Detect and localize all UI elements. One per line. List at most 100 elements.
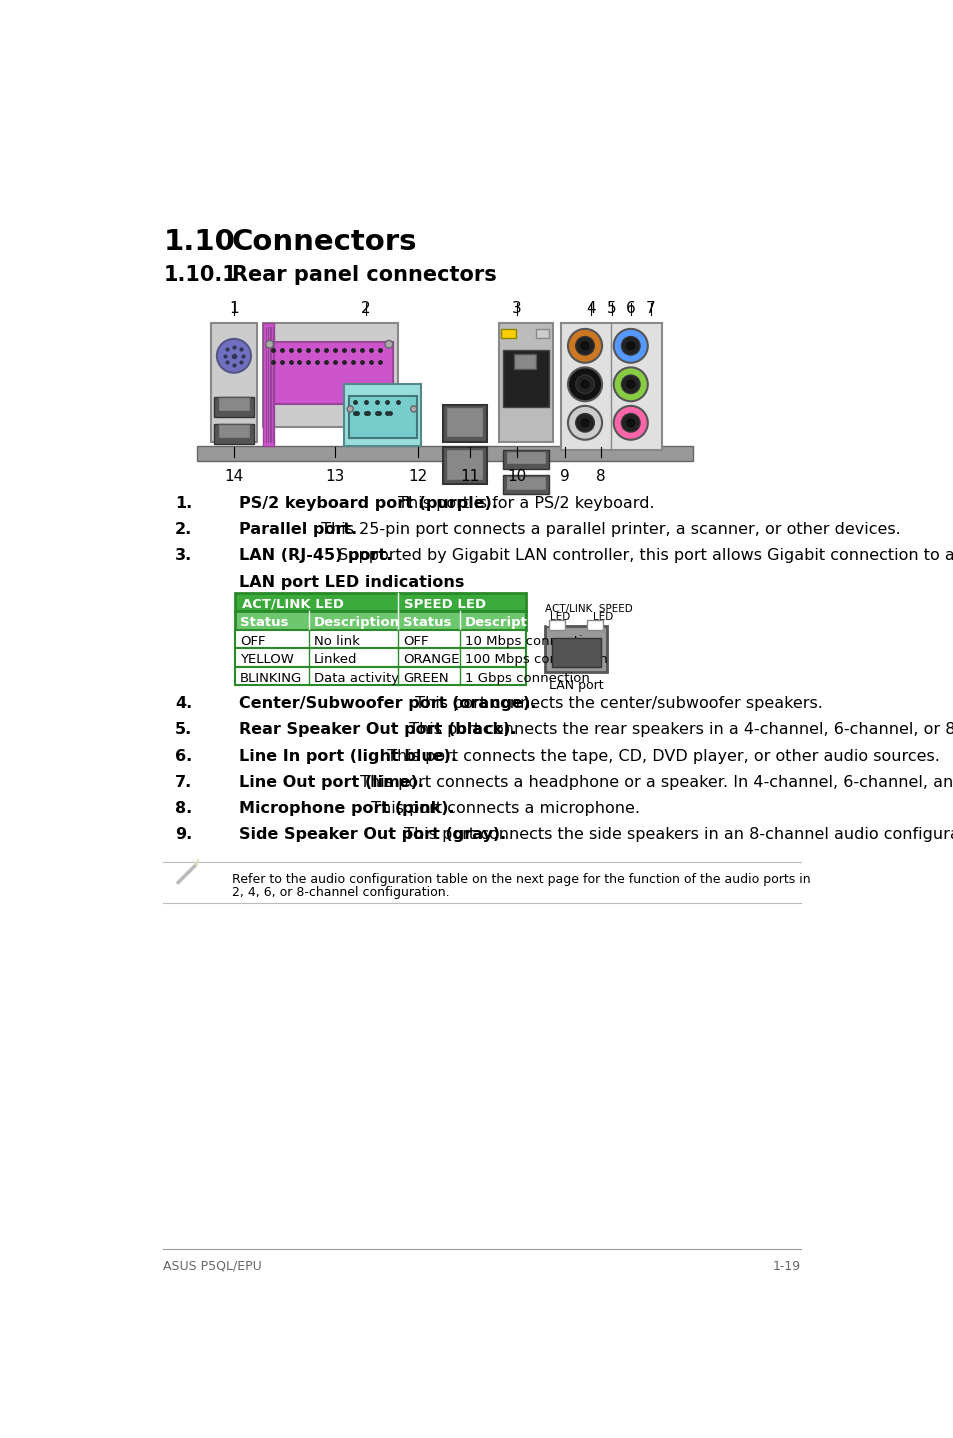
Text: 5: 5 [607,301,617,316]
Bar [348,395,416,439]
Text: ACT/LINK  SPEED: ACT/LINK SPEED [545,604,633,614]
Bar [505,450,546,464]
Bar [443,406,486,441]
Circle shape [613,367,647,401]
Circle shape [580,418,588,427]
Text: 10 Mbps connection: 10 Mbps connection [464,634,598,647]
Bar [211,322,257,441]
Text: Data activity: Data activity [314,672,398,684]
Bar [587,620,602,630]
Text: Rear Speaker Out port (black).: Rear Speaker Out port (black). [239,722,517,738]
Text: 2, 4, 6, or 8-channel configuration.: 2, 4, 6, or 8-channel configuration. [232,886,449,899]
Circle shape [626,342,634,349]
Text: 6: 6 [625,301,635,316]
Text: Description: Description [314,615,399,628]
Circle shape [613,406,647,440]
Text: OFF: OFF [240,634,265,647]
Bar [235,667,525,686]
Text: Rear panel connectors: Rear panel connectors [232,265,496,285]
Text: 1.: 1. [174,496,193,510]
Circle shape [385,341,393,348]
Text: Status: Status [240,615,289,628]
Bar [344,384,421,446]
Text: 4.: 4. [174,696,193,712]
Text: This port connects the rear speakers in a 4-channel, 6-channel, or 8-channel aud: This port connects the rear speakers in … [404,722,953,738]
Text: Center/Subwoofer port (orange).: Center/Subwoofer port (orange). [239,696,537,712]
Bar [500,329,516,338]
Text: 7: 7 [645,301,655,316]
Bar [235,630,525,649]
Bar [235,611,525,630]
Circle shape [580,381,588,388]
Bar [235,649,525,667]
Circle shape [410,406,416,413]
Circle shape [620,336,639,355]
Circle shape [347,406,353,413]
Bar [443,447,486,485]
Polygon shape [176,864,196,884]
Text: This 25-pin port connects a parallel printer, a scanner, or other devices.: This 25-pin port connects a parallel pri… [316,522,901,538]
Text: Line Out port (lime).: Line Out port (lime). [239,775,424,789]
Bar [502,475,549,495]
Text: 8.: 8. [174,801,193,815]
Text: No link: No link [314,634,359,647]
Circle shape [216,339,251,372]
Text: This port connects the tape, CD, DVD player, or other audio sources.: This port connects the tape, CD, DVD pla… [382,749,940,764]
Bar [217,424,250,439]
Text: GREEN: GREEN [402,672,448,684]
Bar [262,322,274,446]
Bar [514,354,536,370]
Text: Line In port (light blue).: Line In port (light blue). [239,749,456,764]
Text: BLINKING: BLINKING [240,672,302,684]
Text: Connectors: Connectors [232,229,416,256]
Bar [551,637,599,667]
Text: Supported by Gigabit LAN controller, this port allows Gigabit connection to a Lo: Supported by Gigabit LAN controller, thi… [333,548,953,564]
Text: 13: 13 [325,469,345,485]
Text: 1.10.1: 1.10.1 [163,265,237,285]
Text: 100 Mbps connection: 100 Mbps connection [464,653,607,666]
Text: YELLOW: YELLOW [240,653,294,666]
Text: Refer to the audio configuration table on the next page for the function of the : Refer to the audio configuration table o… [232,873,809,886]
Circle shape [580,342,588,349]
Bar [213,397,253,417]
Text: 3.: 3. [174,548,193,564]
Text: This port connects the side speakers in an 8-channel audio configuration.: This port connects the side speakers in … [398,827,953,843]
Bar [262,322,397,427]
Circle shape [567,367,601,401]
Text: 4: 4 [586,301,596,316]
Text: 5.: 5. [174,722,193,738]
Text: 2.: 2. [174,522,193,538]
Bar [446,449,483,480]
Text: 11: 11 [459,469,478,485]
Bar [196,446,692,462]
Text: OFF: OFF [402,634,428,647]
Text: 1.10: 1.10 [163,229,235,256]
Bar [268,342,393,404]
Circle shape [626,418,634,427]
Bar [213,424,253,444]
Text: ORANGE: ORANGE [402,653,459,666]
Text: 1 Gbps connection: 1 Gbps connection [464,672,589,684]
Text: ACT/LINK LED: ACT/LINK LED [241,598,343,611]
Text: Microphone port (pink).: Microphone port (pink). [239,801,455,815]
Text: 14: 14 [224,469,243,485]
Text: This port connects a headphone or a speaker. In 4-channel, 6-channel, and 8-chan: This port connects a headphone or a spea… [355,775,953,789]
Text: 9: 9 [559,469,569,485]
Text: 3: 3 [512,301,521,316]
Text: LAN port LED indications: LAN port LED indications [239,575,464,590]
Bar [502,450,549,469]
Circle shape [613,329,647,362]
Circle shape [620,414,639,431]
Text: 8: 8 [596,469,605,485]
Text: Side Speaker Out port (gray).: Side Speaker Out port (gray). [239,827,506,843]
Bar [560,322,661,450]
Text: Parallel port.: Parallel port. [239,522,357,538]
Text: 6.: 6. [174,749,193,764]
Circle shape [620,375,639,394]
Text: LAN (RJ-45) port.: LAN (RJ-45) port. [239,548,393,564]
Circle shape [575,375,594,394]
Text: Linked: Linked [314,653,357,666]
Text: 2: 2 [360,301,370,316]
Text: 10: 10 [507,469,526,485]
Text: Description: Description [464,615,551,628]
